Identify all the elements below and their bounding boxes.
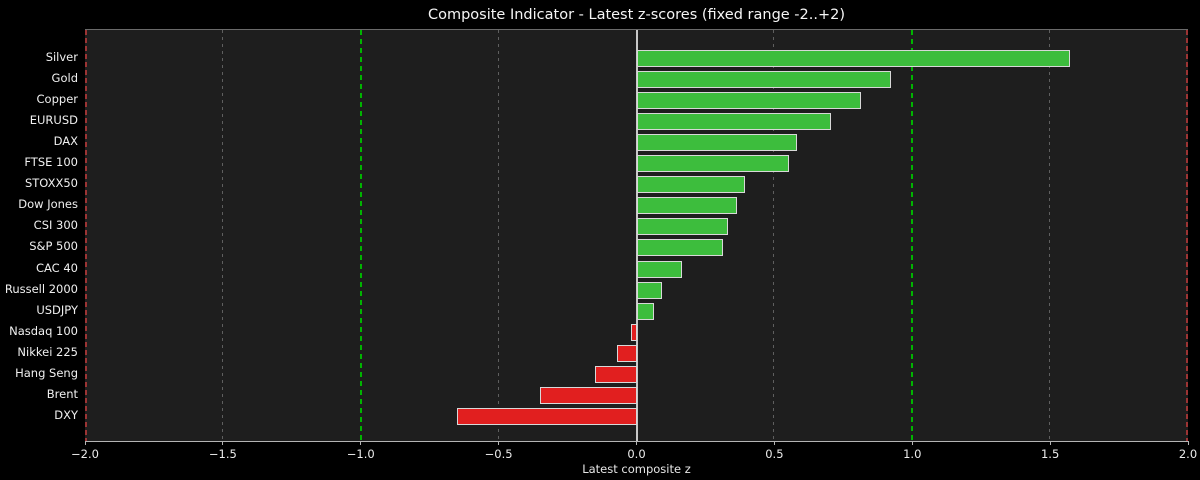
reference-line-red (85, 30, 87, 441)
x-tick-label: −1.0 (346, 447, 375, 461)
y-tick-label-gold: Gold (51, 70, 78, 85)
y-tick-label-s-p-500: S&P 500 (29, 239, 78, 254)
y-tick-label-brent: Brent (46, 387, 78, 402)
x-tick-mark (360, 441, 362, 445)
bar-ftse-100 (636, 155, 790, 172)
gridline (221, 30, 223, 441)
y-tick-label-eurusd: EURUSD (29, 112, 78, 127)
y-tick-label-copper: Copper (36, 91, 78, 106)
x-tick-label: 1.0 (903, 447, 922, 461)
x-tick-mark (911, 441, 913, 445)
bar-dax (636, 133, 798, 151)
bar-brent (539, 387, 638, 405)
y-tick-label-cac-40: CAC 40 (35, 260, 78, 275)
y-tick-label-dxy: DXY (54, 408, 78, 423)
reference-line-green (911, 30, 914, 441)
x-axis-ticks: −2.0 −1.5 −1.0 −0.5 0.0 0.5 1.0 1.5 2.0 (71, 440, 1197, 480)
y-tick-label-russell-2000: Russell 2000 (4, 281, 78, 296)
x-tick-label: −1.5 (208, 447, 237, 461)
x-tick-label: −0.5 (484, 447, 513, 461)
x-axis-label: Latest composite z (582, 462, 691, 476)
bar-eurusd (636, 112, 831, 130)
x-tick-mark (636, 441, 637, 445)
bar-russell-2000 (636, 281, 663, 299)
chart-title: Composite Indicator - Latest z-scores (f… (427, 7, 846, 23)
y-tick-label-stoxx50: STOXX50 (24, 176, 78, 191)
y-tick-label-dow-jones: Dow Jones (18, 197, 78, 212)
y-tick-label-nasdaq-100: Nasdaq 100 (9, 323, 78, 338)
bar-dow-jones (636, 197, 737, 215)
y-tick-label-usdjpy: USDJPY (36, 302, 78, 317)
x-tick-label: 2.0 (1178, 447, 1198, 461)
x-tick-label: −2.0 (71, 447, 99, 461)
bar-nasdaq-100 (630, 323, 638, 341)
x-tick-mark (773, 441, 775, 445)
gridline (773, 30, 775, 441)
bar-copper (636, 91, 861, 109)
x-tick-mark (84, 441, 86, 445)
x-tick-label: 1.5 (1040, 447, 1060, 461)
x-tick-label: 0.0 (627, 447, 646, 461)
bar-hang-seng (595, 366, 638, 383)
y-axis-category-labels: Silver Gold Copper EURUSD DAX FTSE 100 STOXX50… (0, 29, 78, 440)
bar-cac-40 (636, 260, 682, 278)
bar-usdjpy (636, 302, 655, 320)
bar-csi-300 (636, 218, 729, 236)
bar-silver (636, 49, 1071, 67)
bar-gold (636, 70, 892, 88)
gridline (1049, 30, 1051, 441)
x-tick-mark (498, 441, 500, 445)
y-tick-label-silver: Silver (45, 49, 78, 64)
y-tick-label-csi-300: CSI 300 (33, 218, 78, 233)
x-tick-mark (222, 441, 224, 445)
bar-nikkei-225 (617, 344, 638, 362)
zero-line (635, 30, 638, 441)
y-tick-label-dax: DAX (53, 133, 78, 148)
y-tick-label-ftse-100: FTSE 100 (24, 155, 78, 169)
y-tick-label-nikkei-225: Nikkei 225 (17, 344, 78, 359)
bar-stoxx50 (636, 176, 746, 194)
reference-line-red (1186, 30, 1188, 441)
x-tick-mark (1187, 441, 1189, 445)
x-tick-label: 0.5 (765, 447, 784, 461)
reference-line-green (359, 30, 362, 441)
y-tick-label-hang-seng: Hang Seng (15, 366, 78, 380)
bar-dxy (457, 408, 638, 426)
x-tick-mark (1049, 441, 1051, 445)
bar-s-p-500 (636, 239, 723, 257)
gridline (497, 30, 499, 441)
plot-area (85, 29, 1188, 442)
